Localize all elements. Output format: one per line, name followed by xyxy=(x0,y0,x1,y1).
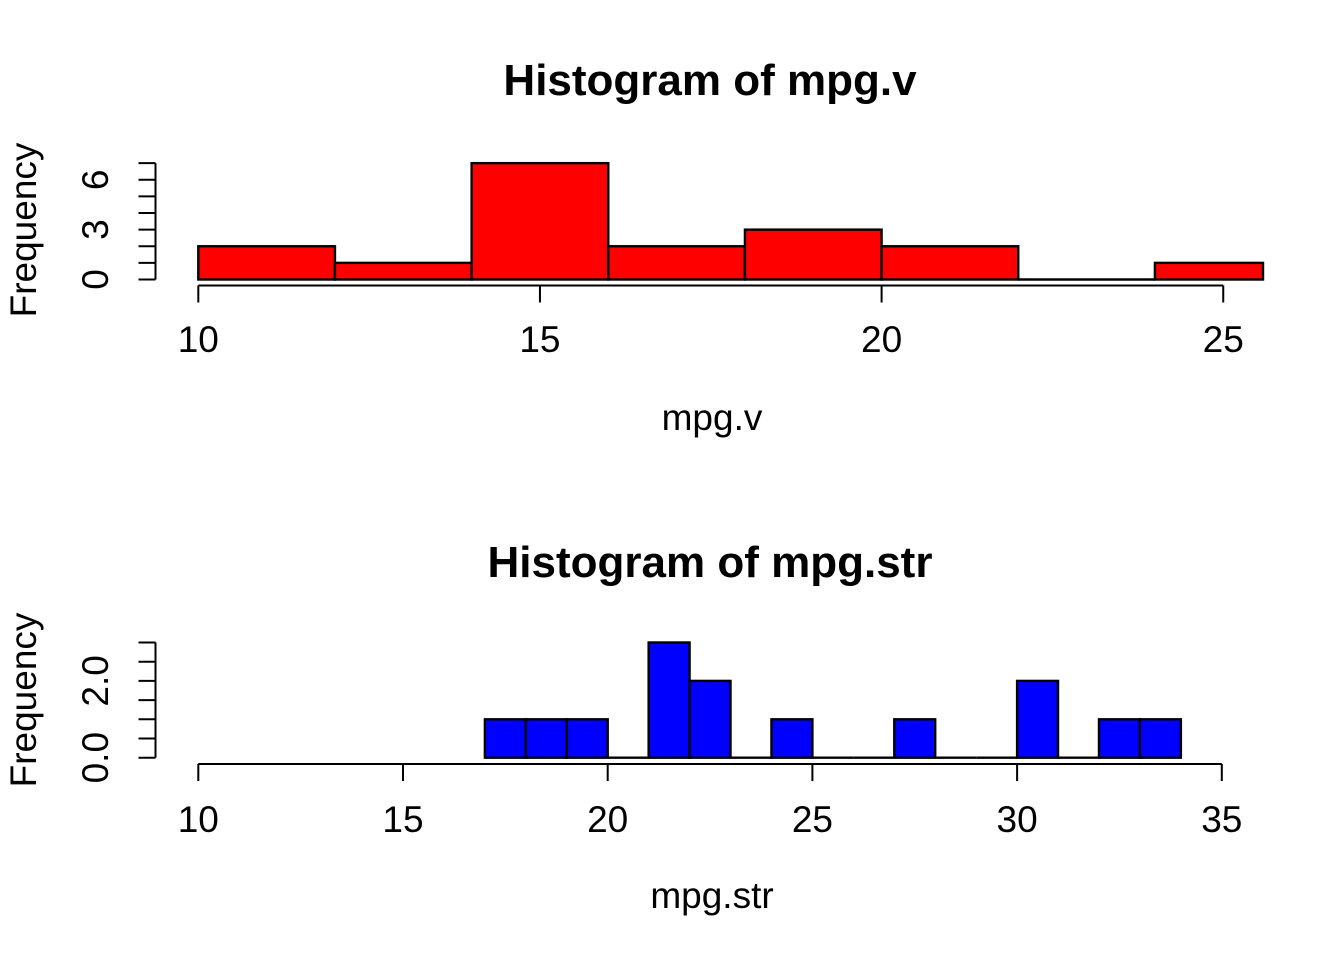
y-tick-label: 0 xyxy=(75,269,116,290)
y-tick-label: 6 xyxy=(75,169,116,190)
x-axis-label: mpg.str xyxy=(650,875,773,916)
y-axis-label: Frequency xyxy=(3,142,44,317)
x-tick-label: 30 xyxy=(997,799,1038,840)
y-axis-label: Frequency xyxy=(3,612,44,787)
chart-title: Histogram of mpg.v xyxy=(503,56,917,105)
y-tick-label: 3 xyxy=(75,219,116,240)
plot-area: 10 15 20 25 30 35 0.0 2.0 xyxy=(75,641,1242,840)
histogram-bar xyxy=(565,718,609,759)
x-axis-label: mpg.v xyxy=(662,397,763,438)
y-tick-label: 0.0 xyxy=(75,732,116,783)
histogram-bar xyxy=(607,245,747,281)
histogram-bar xyxy=(1015,679,1060,759)
x-tick-label: 25 xyxy=(1203,319,1244,360)
histogram-bar xyxy=(688,679,732,759)
x-tick-label: 25 xyxy=(792,799,833,840)
histogram-bar xyxy=(1138,718,1183,759)
x-tick-label: 10 xyxy=(178,319,219,360)
histogram-bar xyxy=(470,161,610,281)
plot-area: 10 15 20 25 0 3 6 xyxy=(75,161,1265,360)
histogram-bar xyxy=(743,228,883,281)
x-tick-label: 35 xyxy=(1201,799,1242,840)
histogram-bar xyxy=(1153,261,1265,281)
chart-title: Histogram of mpg.str xyxy=(488,538,933,587)
histogram-bar xyxy=(524,718,568,759)
chart-mpg-str: Histogram of mpg.str mpg.str Frequency 1… xyxy=(3,538,1242,916)
x-tick-label: 20 xyxy=(587,799,628,840)
y-tick-label: 2.0 xyxy=(75,655,116,706)
histogram-bar xyxy=(333,261,473,281)
histogram-bar xyxy=(770,718,814,759)
histogram-bar xyxy=(647,641,691,759)
x-tick-label: 10 xyxy=(178,799,219,840)
histogram-bar xyxy=(1097,718,1142,759)
histogram-bar xyxy=(483,718,528,759)
histogram-bar xyxy=(880,245,1020,281)
histogram-bar xyxy=(893,718,937,759)
x-tick-label: 20 xyxy=(861,319,902,360)
x-tick-label: 15 xyxy=(382,799,423,840)
chart-mpg-v: Histogram of mpg.v mpg.v Frequency 10 15 2… xyxy=(3,56,1265,438)
histogram-bar xyxy=(197,245,337,281)
x-tick-label: 15 xyxy=(519,319,560,360)
